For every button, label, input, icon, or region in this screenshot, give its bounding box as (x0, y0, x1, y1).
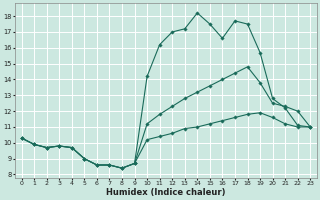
X-axis label: Humidex (Indice chaleur): Humidex (Indice chaleur) (106, 188, 226, 197)
